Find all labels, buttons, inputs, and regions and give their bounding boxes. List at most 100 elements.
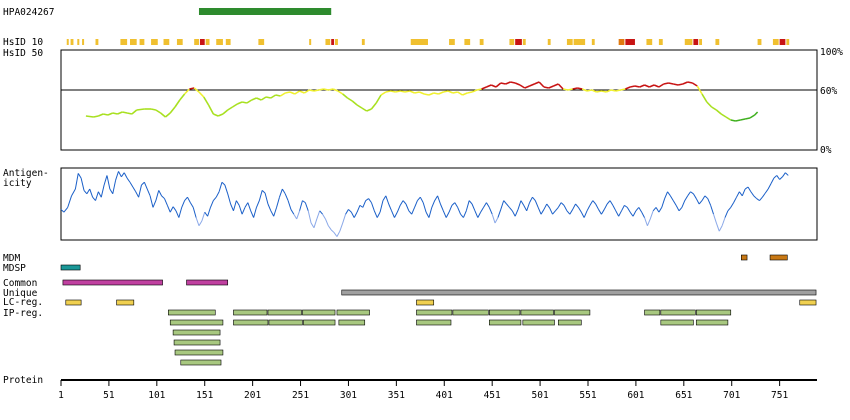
identity-segment	[682, 81, 688, 85]
antigenicity-segment	[672, 200, 677, 206]
hsid10-segment	[464, 39, 471, 45]
identity-segment	[150, 108, 157, 111]
antigenicity-segment	[572, 203, 576, 210]
hsid10-segment	[591, 39, 595, 45]
identity-segment	[265, 96, 272, 99]
antigenicity-segment	[785, 172, 789, 176]
feature-tracks	[60, 254, 817, 366]
hsid10-segment	[693, 39, 699, 45]
hsid10-segment	[163, 39, 170, 45]
identity-segment	[236, 101, 243, 105]
antigenicity-segment	[370, 202, 375, 211]
hsid10-segment	[151, 39, 158, 45]
antigenicity-segment	[577, 207, 582, 213]
lcreg-region	[65, 299, 82, 306]
antigenicity-segment	[669, 195, 674, 201]
identity-segment	[207, 104, 215, 115]
antigenicity-segment	[606, 200, 611, 205]
antigenicity-segment	[715, 222, 720, 232]
antigenicity-segment	[394, 211, 398, 218]
antigenicity-segment	[322, 213, 326, 220]
lcreg-label: LC-reg.	[3, 297, 43, 308]
ipreg-region	[267, 309, 302, 316]
unique-label: Unique	[3, 288, 38, 299]
antigenicity-segment	[509, 207, 513, 212]
antigenicity-segment	[373, 210, 378, 218]
identity-segment	[112, 112, 118, 115]
identity-segment	[644, 84, 650, 88]
antigenicity-segment	[212, 196, 217, 201]
antigenicity-segment	[503, 200, 507, 205]
antigenicity-segment	[350, 211, 355, 218]
antigenicity-segment	[304, 202, 309, 211]
antigenicity-segment	[529, 196, 533, 203]
identity-segment	[289, 91, 296, 95]
antigenicity-segment	[612, 205, 617, 212]
hsid10-segment	[95, 39, 99, 45]
hsid10-segment	[139, 39, 145, 45]
antigenicity-segment	[250, 210, 255, 218]
antigenicity-segment	[425, 211, 430, 218]
identity-segment	[169, 106, 176, 114]
hsid10-track	[66, 39, 790, 45]
antigenicity-segment	[566, 210, 571, 215]
antibody-label: HPA024267	[3, 7, 54, 18]
hsid10-segment	[684, 39, 693, 45]
antigenicity-segment	[235, 200, 240, 206]
antigenicity-segment	[483, 202, 487, 208]
antigenicity-segment	[632, 210, 637, 217]
hsid10-segment	[331, 39, 335, 45]
antigenicity-segment	[195, 217, 200, 226]
antigenicity-segment	[451, 202, 456, 206]
hsid10-segment	[82, 39, 85, 45]
identity-segment	[107, 112, 114, 116]
identity-segment	[457, 91, 463, 96]
identity-segment	[390, 90, 396, 93]
antigenicity-segment	[164, 198, 168, 206]
identity-segment	[663, 82, 669, 85]
hsid10-segment	[120, 39, 128, 45]
identity-segment	[543, 86, 549, 89]
identity-segment	[514, 82, 521, 86]
antigenicity-segment	[345, 209, 349, 215]
antigenicity-segment	[471, 203, 476, 211]
antigenicity-segment	[100, 184, 105, 198]
antigenicity-segment	[753, 195, 757, 199]
antigenicity-segment	[621, 205, 625, 212]
identity-segment	[270, 94, 277, 99]
antigenicity-segment	[391, 210, 395, 218]
mdsp-label: MDSP	[3, 263, 26, 274]
antigenicity-segment	[161, 195, 165, 199]
antigenicity-segment	[592, 200, 597, 205]
identity-segment	[328, 88, 334, 91]
antigenicity-segment	[744, 186, 749, 190]
hsid10-segment	[618, 39, 625, 45]
antigenicity-segment	[264, 192, 269, 205]
antigenicity-segment	[419, 196, 424, 203]
identity-segment	[438, 91, 444, 95]
tick-label: 451	[484, 390, 501, 401]
antigenicity-segment	[779, 176, 783, 180]
tick-label: 551	[579, 390, 596, 401]
identity-segment	[443, 90, 449, 93]
antigenicity-segment	[204, 211, 209, 217]
identity-segment	[351, 100, 358, 106]
ipreg-region	[557, 319, 582, 326]
ipreg-region	[554, 309, 591, 316]
identity-segment	[395, 90, 401, 93]
antigenicity-segment	[198, 220, 203, 227]
ipreg-region	[303, 319, 336, 326]
protein-label: Protein	[3, 375, 43, 386]
antigenicity-segment	[218, 182, 223, 192]
mdm-label: MDM	[3, 253, 20, 264]
antigenicity-segment	[143, 182, 148, 190]
mdm-region	[741, 254, 748, 261]
identity-segment	[591, 89, 597, 93]
hsid10-segment	[715, 39, 720, 45]
antigenicity-segment	[89, 188, 94, 198]
antigenicity-segment	[103, 175, 108, 186]
antigenicity-segment	[115, 171, 119, 181]
hsid10-segment	[625, 39, 635, 45]
identity-segment	[356, 104, 363, 109]
identity-segment	[754, 111, 759, 116]
